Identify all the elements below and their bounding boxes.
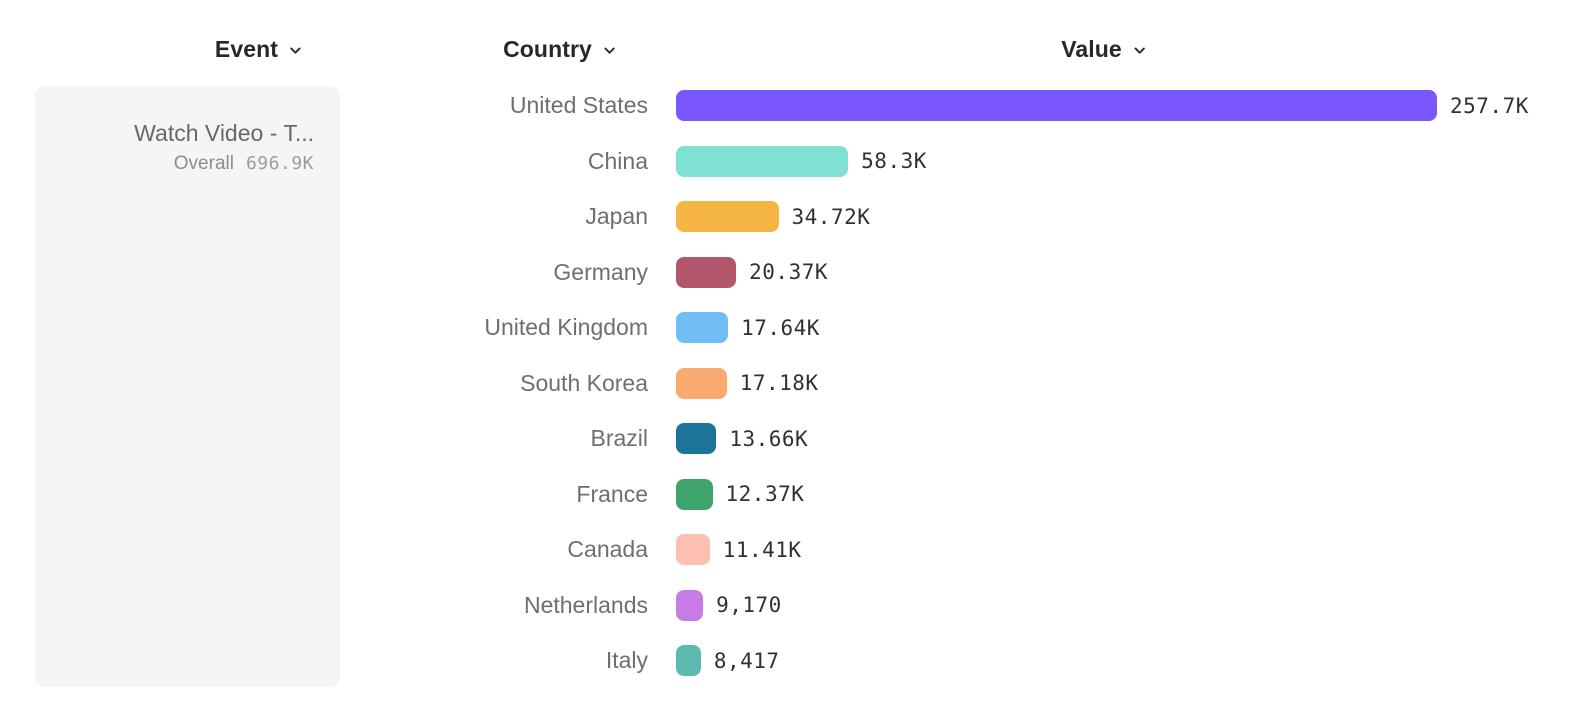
event-metric: Overall 696.9K (55, 153, 314, 175)
bar-cell: 12.37K (676, 478, 1584, 510)
column-header-event[interactable]: Event (215, 33, 303, 65)
country-label: South Korea (520, 369, 648, 396)
chevron-down-icon (288, 40, 303, 58)
value-bar[interactable] (676, 423, 717, 455)
value-label: 17.64K (741, 315, 820, 340)
value-label: 13.66K (729, 426, 809, 451)
bar-cell: 17.64K (676, 312, 1584, 344)
chart-row: Germany 20.37K (0, 245, 1584, 301)
country-label: Germany (553, 258, 648, 285)
value-label: 11.41K (722, 537, 802, 562)
country-label: Brazil (590, 425, 648, 452)
bar-cell: 58.3K (676, 145, 1584, 177)
country-label: Netherlands (523, 591, 648, 618)
bar-cell: 13.66K (676, 423, 1584, 455)
value-bar[interactable] (676, 201, 779, 233)
value-label: 20.37K (749, 260, 828, 285)
value-bar[interactable] (676, 589, 704, 621)
bar-cell: 34.72K (676, 201, 1584, 233)
value-label: 257.7K (1450, 93, 1529, 118)
bar-cell: 20.37K (676, 256, 1584, 288)
country-label: France (576, 480, 648, 507)
country-label: Canada (567, 536, 648, 563)
value-bar[interactable] (676, 478, 713, 510)
value-label: 58.3K (861, 149, 927, 174)
event-card[interactable]: Watch Video - T... Overall 696.9K (35, 86, 340, 687)
country-label: United Kingdom (484, 314, 648, 341)
chart-row: United Kingdom 17.64K (0, 300, 1584, 356)
country-label: Japan (585, 203, 648, 230)
bar-cell: 8,417 (676, 645, 1584, 677)
value-label: 17.18K (739, 371, 819, 396)
value-bar[interactable] (676, 312, 729, 344)
chart-row: Japan 34.72K (0, 189, 1584, 245)
value-bar[interactable] (676, 367, 727, 399)
country-label: Italy (605, 647, 648, 674)
event-metric-label: Overall (173, 153, 234, 174)
value-bar[interactable] (676, 645, 701, 677)
value-bar[interactable] (676, 534, 710, 566)
event-header-label: Event (214, 35, 279, 62)
chevron-down-icon (1132, 40, 1147, 58)
column-header-country[interactable]: Country (503, 33, 617, 65)
bar-cell: 17.18K (676, 367, 1584, 399)
event-name: Watch Video - T... (134, 120, 314, 146)
chart-row: Brazil 13.66K (0, 411, 1584, 467)
chart-row: United States 257.7K (0, 78, 1584, 134)
value-label: 8,417 (713, 648, 780, 673)
value-bar[interactable] (676, 256, 737, 288)
bar-cell: 257.7K (676, 90, 1584, 122)
chart-row: Netherlands 9,170 (0, 578, 1584, 634)
value-label: 12.37K (725, 482, 805, 507)
country-header-label: Country (503, 35, 592, 62)
event-metric-value: 696.9K (245, 153, 314, 174)
chart-row: Canada 11.41K (0, 522, 1584, 578)
value-label: 9,170 (716, 593, 782, 618)
chart-row: Italy 8,417 (0, 633, 1584, 689)
value-bar[interactable] (676, 90, 1437, 122)
chart-row: France 12.37K (0, 467, 1584, 523)
chevron-down-icon (602, 40, 617, 58)
column-header-value[interactable]: Value (1061, 33, 1147, 65)
bar-cell: 9,170 (676, 589, 1584, 621)
country-label: China (587, 147, 648, 174)
chart-row: China 58.3K (0, 134, 1584, 190)
bar-chart: United States 257.7K China 58.3K Japan 34.72K… (0, 78, 1584, 689)
chart-row: South Korea 17.18K (0, 356, 1584, 412)
bar-cell: 11.41K (676, 534, 1584, 566)
value-bar[interactable] (676, 145, 849, 177)
country-label: United States (509, 92, 648, 119)
value-label: 34.72K (791, 204, 871, 229)
value-header-label: Value (1061, 35, 1122, 62)
